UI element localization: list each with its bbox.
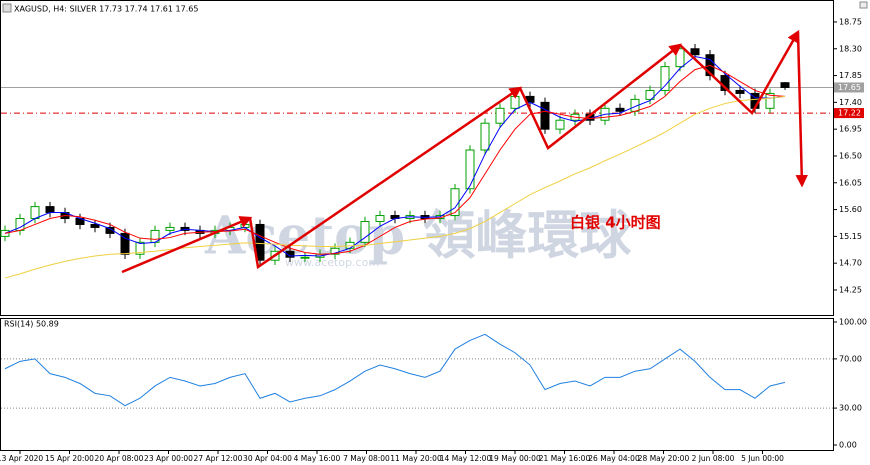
chart-title: XAGUSD, H4: SILVER 17.73 17.74 17.61 17.… — [14, 5, 198, 14]
candle-body — [135, 241, 145, 255]
price-line-tag — [834, 82, 864, 93]
annotation: 白银 4小时图 — [570, 214, 661, 232]
candle-body — [615, 107, 625, 112]
x-tick-label: 13 Apr 2020 — [0, 454, 43, 463]
moving-average — [4, 64, 786, 255]
x-tick-label: 11 May 20:00 — [390, 454, 442, 463]
candle-body — [165, 226, 175, 231]
y-tick-label: 0.00 — [839, 441, 857, 450]
candle-body — [300, 256, 310, 259]
candle-body — [450, 188, 460, 217]
x-tick-label: 30 Apr 04:00 — [243, 454, 292, 463]
level-line-label: 17.22 — [838, 109, 861, 118]
y-tick-label: 14.25 — [839, 285, 862, 294]
candle-body — [555, 119, 565, 130]
candle-body — [375, 215, 385, 222]
x-tick-label: 28 May 20:00 — [638, 454, 690, 463]
candle-body — [660, 66, 670, 91]
rsi-title: RSI(14) 50.89 — [4, 320, 59, 329]
candle-body — [480, 122, 490, 151]
x-tick-label: 26 May 04:00 — [588, 454, 640, 463]
rsi-line — [4, 333, 786, 407]
candle-body — [360, 220, 370, 243]
candle-body — [90, 223, 100, 228]
candle-body — [690, 48, 700, 56]
watermark-url: www.acetop.com — [285, 256, 379, 269]
level-line-tag — [834, 108, 864, 119]
y-tick-label: 18.30 — [839, 44, 862, 53]
candle-body — [675, 48, 685, 68]
x-tick-label: 19 May 00:00 — [489, 454, 541, 463]
trend-arrow — [679, 29, 800, 116]
candle-body — [645, 89, 655, 100]
candle-body — [105, 226, 115, 234]
watermark-text: Acetop 領峰環球 — [204, 206, 632, 267]
candle-body — [45, 206, 55, 214]
trend-arrow — [518, 43, 682, 150]
price-line-label: 17.65 — [838, 83, 861, 92]
x-tick-label: 14 May 12:00 — [440, 454, 492, 463]
x-tick-label: 20 Apr 08:00 — [95, 454, 144, 463]
candle-body — [465, 149, 475, 190]
x-tick-label: 7 May 08:00 — [343, 454, 390, 463]
candle-body — [120, 232, 130, 255]
candle-body — [30, 206, 40, 220]
rsi-panel — [0, 318, 834, 451]
candle-body — [0, 229, 10, 237]
candle-body — [255, 223, 265, 261]
symbol-icon — [2, 3, 12, 13]
y-tick-label: 100.00 — [839, 318, 867, 327]
x-tick-label: 27 Apr 12:00 — [194, 454, 243, 463]
y-tick-label: 16.95 — [839, 125, 862, 134]
candle-body — [540, 101, 550, 130]
trend-arrow — [248, 86, 523, 270]
trend-arrow — [121, 216, 253, 274]
moving-average — [4, 55, 786, 257]
y-tick-label: 70.00 — [839, 354, 862, 363]
x-tick-label: 23 Apr 00:00 — [144, 454, 193, 463]
y-tick-label: 30.00 — [839, 404, 862, 413]
main-panel — [0, 0, 834, 316]
y-tick-label: 15.60 — [839, 205, 862, 214]
candle-body — [780, 82, 790, 88]
candle-body — [765, 92, 775, 109]
x-tick-label: 4 May 16:00 — [294, 454, 341, 463]
window-icon — [859, 1, 868, 9]
candle-body — [285, 250, 295, 258]
y-tick-label: 17.40 — [839, 98, 862, 107]
moving-average — [4, 95, 786, 279]
y-tick-label: 14.70 — [839, 259, 862, 268]
y-tick-label: 16.05 — [839, 178, 862, 187]
x-tick-label: 21 May 16:00 — [539, 454, 591, 463]
y-tick-label: 16.50 — [839, 151, 862, 160]
x-tick-label: 2 Jun 08:00 — [692, 454, 735, 463]
trend-arrow — [795, 31, 808, 188]
x-tick-label: 5 Jun 00:00 — [741, 454, 784, 463]
x-tick-label: 15 Apr 20:00 — [45, 454, 94, 463]
candle-body — [495, 107, 505, 124]
y-tick-label: 18.75 — [839, 17, 862, 26]
candle-body — [510, 95, 520, 109]
candle-body — [735, 89, 745, 94]
y-tick-label: 15.15 — [839, 232, 862, 241]
y-tick-label: 17.85 — [839, 71, 862, 80]
